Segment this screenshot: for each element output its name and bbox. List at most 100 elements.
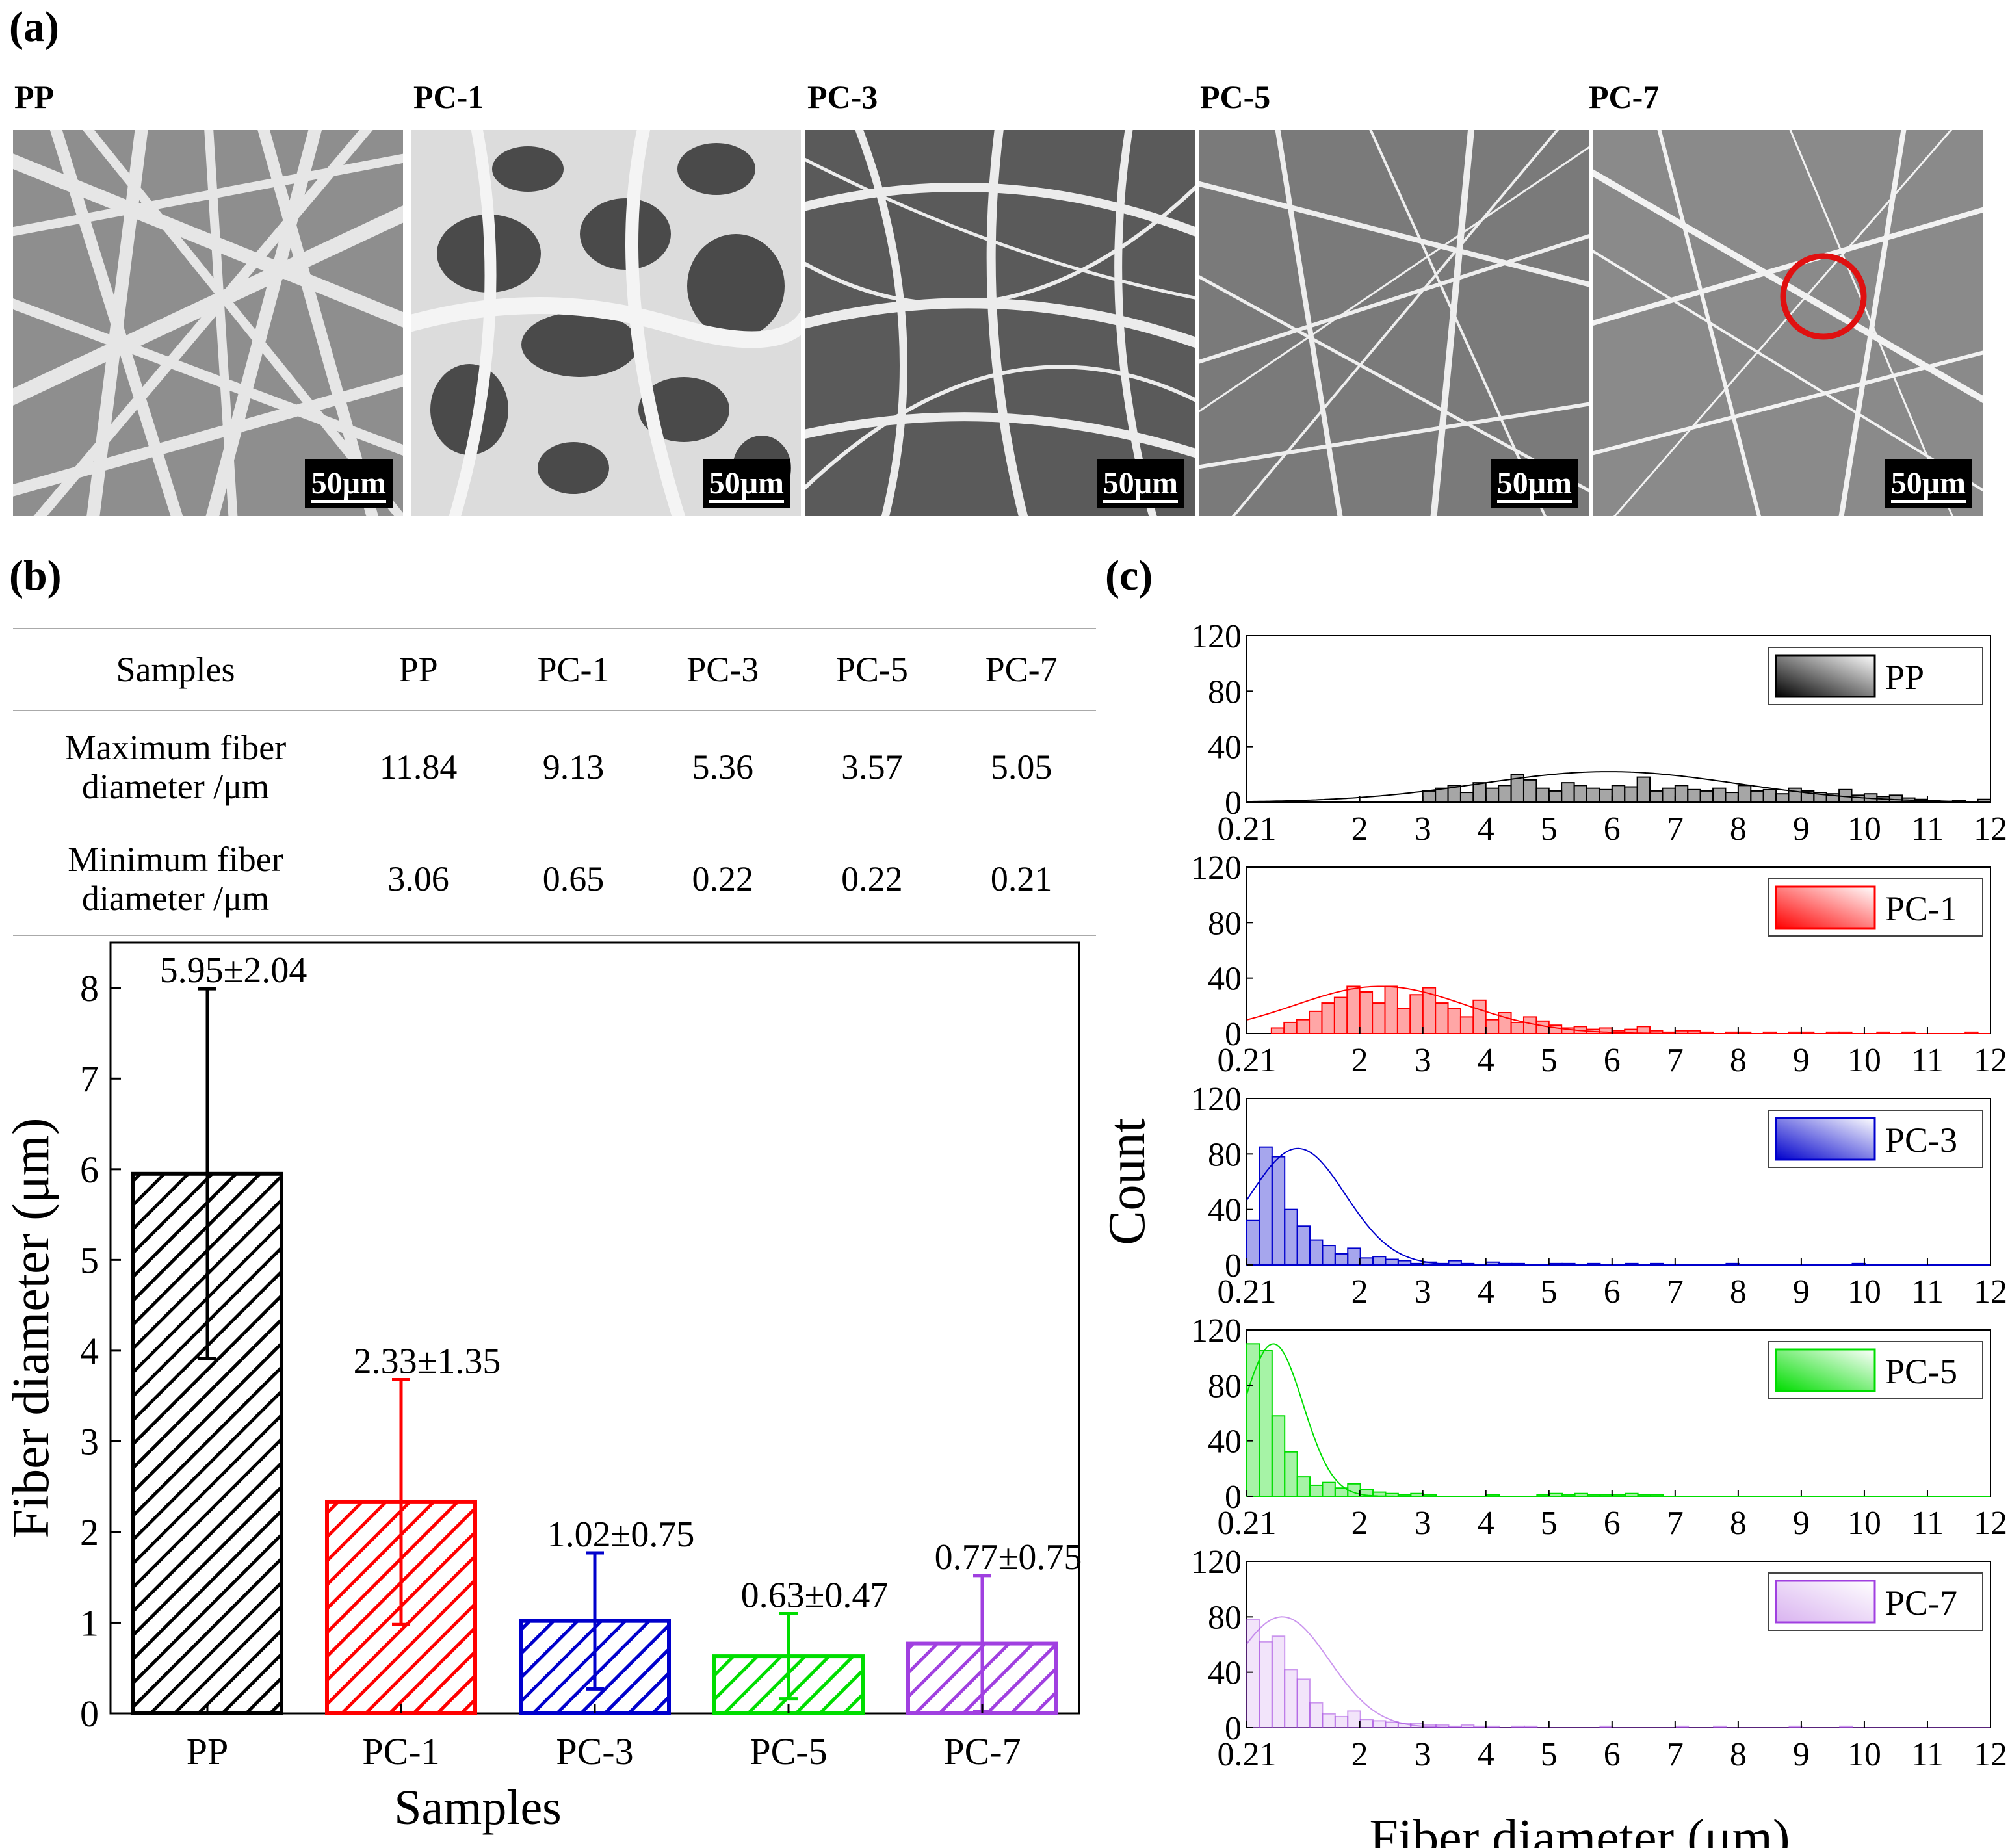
table-row: Minimum fiber diameter /μm 3.06 0.65 0.22… [13,823,1096,936]
gaussian-fit-line [1246,985,1990,1034]
hist-bin [1296,1678,1311,1729]
hist-bin [1485,787,1500,803]
x-tick-label: 10 [1847,1042,1881,1079]
y-tick-label: 7 [80,1058,99,1100]
hist-bin [1561,782,1575,803]
table-cell: 11.84 [379,748,458,787]
sem-image-pc3: 50μm [805,130,1195,516]
fiber-texture-pp [13,130,403,516]
x-tick-label: 8 [1730,1273,1747,1310]
table-header: PC-1 [499,628,648,711]
hist-bin [1472,999,1487,1034]
panel-c-label: (c) [1105,552,1153,599]
table-cell: 5.05 [990,748,1052,787]
x-tick-label: 12 [1974,811,2007,848]
scale-bar-pc3: 50μm [1096,459,1184,508]
x-tick-label: 9 [1793,1505,1810,1542]
x-tick-label: 5 [1541,1273,1558,1310]
x-tick-label: 8 [1730,1736,1747,1773]
hist-bin [1573,785,1587,803]
legend-swatch [1775,1580,1876,1624]
x-tick-label: 5 [1541,1042,1558,1079]
data-label: 0.63±0.47 [741,1576,889,1616]
sem-label-pc1: PC-1 [413,79,484,115]
table-cell: 0.22 [647,823,798,936]
x-tick-label: 8 [1730,811,1747,848]
hist-bin [1372,1720,1387,1729]
x-tick-label: 0.21 [1218,1273,1277,1310]
hist-bin [1359,1719,1374,1728]
x-tick-label: 3 [1415,1273,1431,1310]
hist-bin [1346,985,1361,1035]
hist-bin [1586,787,1600,803]
sem-label-pc5: PC-5 [1200,79,1271,115]
x-tick-label: 12 [1974,1505,2007,1542]
panel-a-label: (a) [9,3,59,51]
highlight-circle [1780,253,1867,340]
hist-bin [1322,1713,1336,1728]
legend-swatch [1775,1348,1876,1392]
x-axis-label: Samples [394,1780,562,1835]
y-tick-label: 80 [1208,1599,1242,1636]
x-tick-label: 6 [1604,1273,1621,1310]
hist-bin [1435,1002,1449,1034]
legend-swatch [1775,1117,1876,1161]
hist-bin [1649,790,1664,803]
gaussian-fit-line [1246,1616,1990,1728]
hist-bin [1333,996,1348,1034]
y-tick-label: 0 [1225,1479,1242,1516]
hist-bin [1435,787,1449,803]
hist-bin [1662,787,1676,803]
y-tick-label: 120 [1191,1081,1242,1118]
sem-image-pc7: 50μm [1593,130,1983,516]
hist-bin [1321,1002,1335,1034]
hist-bin [1246,1219,1260,1266]
hist-bin [1535,787,1550,803]
gaussian-fit-line [1247,771,1990,803]
y-tick-label: 120 [1191,1312,1242,1349]
x-tick-label: 4 [1478,1505,1494,1542]
y-tick-label: 0 [1225,1016,1242,1053]
hist-bin [1309,1239,1324,1266]
scale-bar-pp: 50μm [304,459,393,508]
x-tick-label: 5 [1541,1505,1558,1542]
x-tick-label: 2 [1351,1505,1368,1542]
x-tick-label: 12 [1974,1273,2007,1310]
x-tick-label: 4 [1478,1273,1494,1310]
legend-label: PC-3 [1885,1121,1957,1160]
x-tick-label: 10 [1847,1273,1881,1310]
hist-bin [1750,790,1764,803]
hist-bin [1284,1669,1298,1729]
x-tick-label: 11 [1911,1736,1944,1773]
table-header: Samples [13,628,338,711]
legend-label: PP [1885,658,1924,697]
legend-label: PC-7 [1885,1583,1957,1622]
y-tick-label: 0 [80,1693,99,1735]
y-tick-label: 1 [80,1602,99,1644]
x-tick-label: 10 [1847,1736,1881,1773]
y-tick-label: 80 [1208,905,1242,942]
sem-label-pc3: PC-3 [807,79,878,115]
hist-bin [1775,793,1790,803]
hist-bin [1422,790,1437,803]
hist-bin [1271,1156,1286,1266]
table-cell: 9.13 [542,748,605,787]
hist-bin [1737,785,1752,803]
hist-bin [1459,792,1474,803]
x-tick-label: 4 [1478,811,1494,848]
y-tick-label: 0 [1225,785,1242,822]
data-label: 0.77±0.75 [935,1537,1082,1578]
hist-bin [1410,1262,1424,1266]
hist-bin [1359,991,1374,1034]
hist-bin [1485,1019,1500,1035]
x-axis-label: Fiber diameter (μm) [1369,1810,1790,1848]
hist-bin [1624,786,1638,803]
hist-bin [1611,785,1626,803]
y-tick-label: 80 [1208,1368,1242,1405]
hist-bin [1397,1260,1412,1266]
x-tick-label: PC-3 [556,1730,633,1773]
hist-bin [1687,788,1701,803]
hist-bin [1888,794,1903,803]
x-tick-label: 2 [1351,1042,1368,1079]
gaussian-fit-line [1246,1343,1990,1497]
